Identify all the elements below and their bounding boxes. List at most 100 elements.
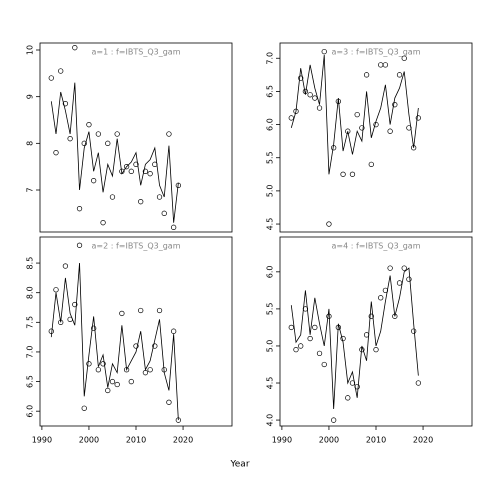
x-tick-label: 2010 <box>126 436 146 445</box>
data-point <box>62 101 69 107</box>
data-point <box>100 220 106 226</box>
y-tick-label: 6.5 <box>26 375 35 388</box>
y-tick-label: 5.5 <box>266 303 275 316</box>
data-point <box>302 88 309 95</box>
data-point <box>359 125 365 131</box>
data-point <box>335 98 342 105</box>
data-point <box>392 313 398 319</box>
data-point <box>298 343 304 349</box>
panel-title: a=1 : f=IBTS_Q3_gam <box>92 48 181 57</box>
data-point <box>109 378 116 385</box>
data-point <box>114 381 120 388</box>
y-tick-label: 4.5 <box>266 218 275 231</box>
y-tick-label: 7.0 <box>26 346 35 359</box>
data-point <box>373 347 379 353</box>
data-point <box>302 306 309 312</box>
panel-frame <box>279 42 473 233</box>
data-point <box>152 343 158 349</box>
data-point <box>170 224 177 230</box>
y-tick-label: 6.5 <box>266 85 275 98</box>
data-point <box>76 242 83 248</box>
data-point <box>392 102 398 108</box>
data-point <box>81 140 87 146</box>
data-point <box>123 164 130 170</box>
data-point <box>109 194 116 200</box>
data-point <box>410 145 417 151</box>
data-point <box>373 121 379 128</box>
data-point <box>378 62 384 68</box>
data-point <box>288 115 294 121</box>
data-point <box>312 324 318 331</box>
data-point <box>410 328 417 334</box>
data-point <box>396 72 403 78</box>
x-tick-label: 1990 <box>272 436 292 445</box>
data-point <box>312 95 318 101</box>
x-tick-label: 2000 <box>319 436 339 445</box>
data-point <box>119 310 125 317</box>
y-tick-label: 4.5 <box>266 377 275 390</box>
data-point <box>293 108 299 114</box>
data-point <box>382 62 389 68</box>
y-tick-label: 8 <box>26 141 35 146</box>
data-point <box>307 92 313 98</box>
y-tick-label: 5.0 <box>266 185 275 198</box>
data-point <box>321 48 327 55</box>
data-point <box>406 125 412 131</box>
x-tick-label: 2010 <box>366 436 386 445</box>
y-tick-label: 7.5 <box>26 316 35 329</box>
data-point <box>415 380 422 386</box>
data-point <box>288 324 294 331</box>
data-point <box>90 178 97 184</box>
data-point <box>86 361 92 367</box>
data-point <box>293 347 299 353</box>
data-point <box>128 168 134 174</box>
data-point <box>340 171 346 177</box>
panel-title: a=3 : f=IBTS_Q3_gam <box>332 48 421 57</box>
y-tick-label: 4.0 <box>266 414 275 427</box>
panel-title: a=4 : f=IBTS_Q3_gam <box>332 242 421 251</box>
data-point <box>307 335 313 342</box>
data-point <box>382 287 389 294</box>
data-point <box>48 328 54 334</box>
data-point <box>72 45 78 51</box>
data-point <box>90 325 97 331</box>
x-tick-label: 1990 <box>32 436 52 445</box>
data-point <box>72 301 78 308</box>
data-point <box>133 343 139 349</box>
data-point <box>166 399 172 405</box>
data-point <box>354 384 360 390</box>
data-point <box>86 122 92 128</box>
data-point <box>170 328 177 334</box>
y-tick-label: 8.0 <box>26 286 35 299</box>
data-point <box>166 131 172 137</box>
data-point <box>67 316 73 323</box>
data-point <box>298 75 304 81</box>
y-tick-label: 5.0 <box>266 340 275 353</box>
data-point <box>62 263 69 269</box>
y-tick-label: 5.5 <box>266 151 275 164</box>
data-point <box>387 128 393 134</box>
series-line <box>290 54 419 175</box>
panel-title: a=2 : f=IBTS_Q3_gam <box>92 242 181 251</box>
data-point <box>349 171 356 177</box>
data-point <box>128 378 134 385</box>
data-point <box>363 72 370 78</box>
data-point <box>316 105 323 111</box>
x-tick-label: 2020 <box>413 436 433 445</box>
data-point <box>401 265 407 271</box>
data-point <box>123 367 130 373</box>
data-point <box>156 194 163 200</box>
data-point <box>330 417 337 423</box>
data-point <box>396 280 403 286</box>
data-point <box>354 111 360 118</box>
data-point <box>81 405 87 411</box>
data-point <box>335 324 342 331</box>
data-point <box>401 55 407 61</box>
data-point <box>58 68 64 74</box>
data-point <box>378 295 384 301</box>
data-point <box>48 75 54 81</box>
x-tick-label: 2020 <box>173 436 193 445</box>
data-point <box>142 168 149 174</box>
data-point <box>161 210 167 216</box>
